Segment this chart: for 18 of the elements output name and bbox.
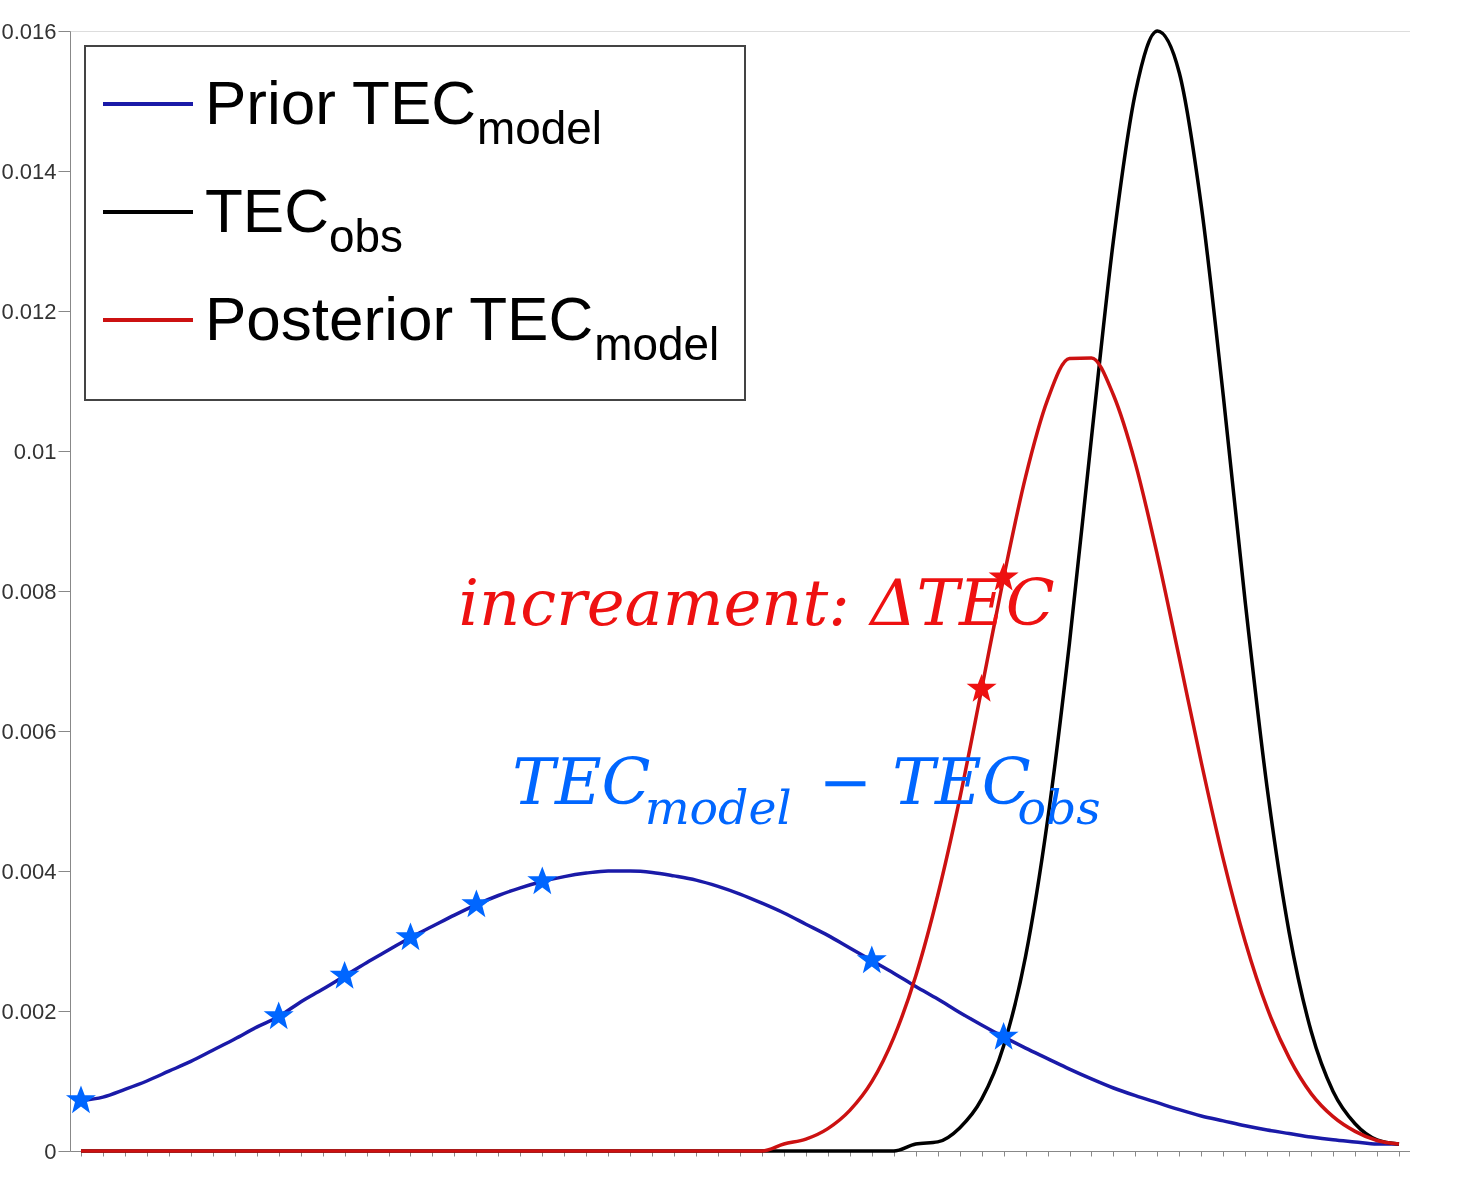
point — [263, 1001, 294, 1030]
point — [527, 866, 558, 895]
point — [329, 961, 360, 989]
y-tick-label: 0.006 — [1, 718, 57, 744]
y-tick-label: 0.014 — [1, 158, 57, 184]
point — [856, 945, 887, 974]
y-tick-label: 0.01 — [13, 438, 57, 464]
y-tick-label: 0.008 — [1, 578, 57, 604]
y-tick-label: 0 — [44, 1138, 57, 1164]
y-tick-label: 0.012 — [1, 298, 57, 324]
point — [461, 889, 492, 918]
point — [966, 674, 997, 702]
point — [988, 1021, 1019, 1050]
y-tick-label: 0.002 — [1, 998, 57, 1024]
y-tick-label: 0.016 — [1, 18, 57, 44]
y-tick-label: 0.004 — [1, 858, 57, 884]
point — [65, 1085, 96, 1114]
point — [395, 922, 426, 951]
